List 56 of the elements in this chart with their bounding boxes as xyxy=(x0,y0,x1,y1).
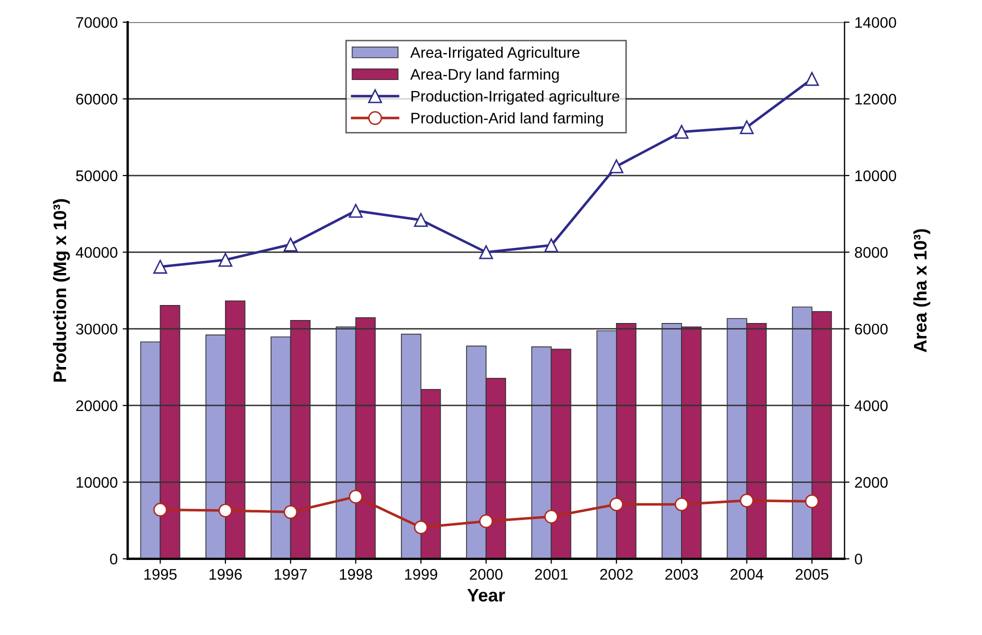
point xyxy=(348,490,363,504)
y-tick-label: 30000 xyxy=(76,324,118,335)
y-tick-label: 50000 xyxy=(76,170,118,182)
point xyxy=(740,494,754,508)
point xyxy=(479,514,494,528)
legend-label: Production-Irrigated agriculture xyxy=(412,90,620,105)
point xyxy=(674,124,689,139)
point xyxy=(284,505,298,519)
y2-tick-label: 4000 xyxy=(854,400,888,412)
point xyxy=(153,502,168,517)
point xyxy=(284,238,298,252)
y-tick-label: 0 xyxy=(110,554,118,564)
y2-tick-label: 6000 xyxy=(855,324,888,335)
y2-tick-label: 12000 xyxy=(855,94,896,105)
y-tick-label: 20000 xyxy=(76,400,118,412)
x-axis-title: Year xyxy=(467,588,505,602)
x-tick-label: 2003 xyxy=(665,568,698,580)
x-tick-label: 1999 xyxy=(405,568,438,580)
legend-label: Area-Dry land farming xyxy=(410,68,559,83)
point xyxy=(544,510,558,524)
y-axis-title: Production (Mg x 10³) xyxy=(52,199,70,382)
x-tick-label: 2000 xyxy=(470,568,502,580)
y-tick-label: 40000 xyxy=(76,247,118,258)
point xyxy=(348,204,363,218)
y2-tick-label: 0 xyxy=(854,554,862,564)
y2-tick-label: 8000 xyxy=(854,247,888,258)
y2-tick-label: 14000 xyxy=(855,17,896,28)
y2-axis-title: Area (ha x 10³) xyxy=(913,229,930,352)
y-tick-label: 70000 xyxy=(76,17,118,28)
point xyxy=(804,72,819,86)
legend-label: Production-Arid land farming xyxy=(412,112,603,127)
x-tick-label: 2004 xyxy=(730,568,764,580)
point xyxy=(153,260,168,274)
y2-tick-label: 10000 xyxy=(855,170,896,182)
point xyxy=(740,120,754,134)
y-tick-label: 60000 xyxy=(76,94,118,105)
x-tick-label: 2002 xyxy=(600,568,633,580)
point xyxy=(674,497,689,512)
point xyxy=(414,213,428,227)
x-tick-label: 1995 xyxy=(144,568,177,580)
x-tick-label: 2001 xyxy=(535,568,568,580)
point xyxy=(609,159,624,174)
point xyxy=(414,520,428,534)
point xyxy=(218,504,232,518)
point xyxy=(609,497,624,512)
x-tick-label: 1996 xyxy=(210,568,242,580)
x-tick-label: 2005 xyxy=(796,568,828,580)
point xyxy=(804,494,819,508)
y2-tick-label: 2000 xyxy=(855,477,888,488)
x-tick-label: 1997 xyxy=(274,568,307,580)
legend-label: Area-Irrigated Agriculture xyxy=(410,46,580,61)
y-tick-label: 10000 xyxy=(76,477,118,488)
point xyxy=(218,252,232,267)
x-tick-label: 1998 xyxy=(340,568,372,580)
point xyxy=(544,238,558,252)
point xyxy=(479,245,494,260)
